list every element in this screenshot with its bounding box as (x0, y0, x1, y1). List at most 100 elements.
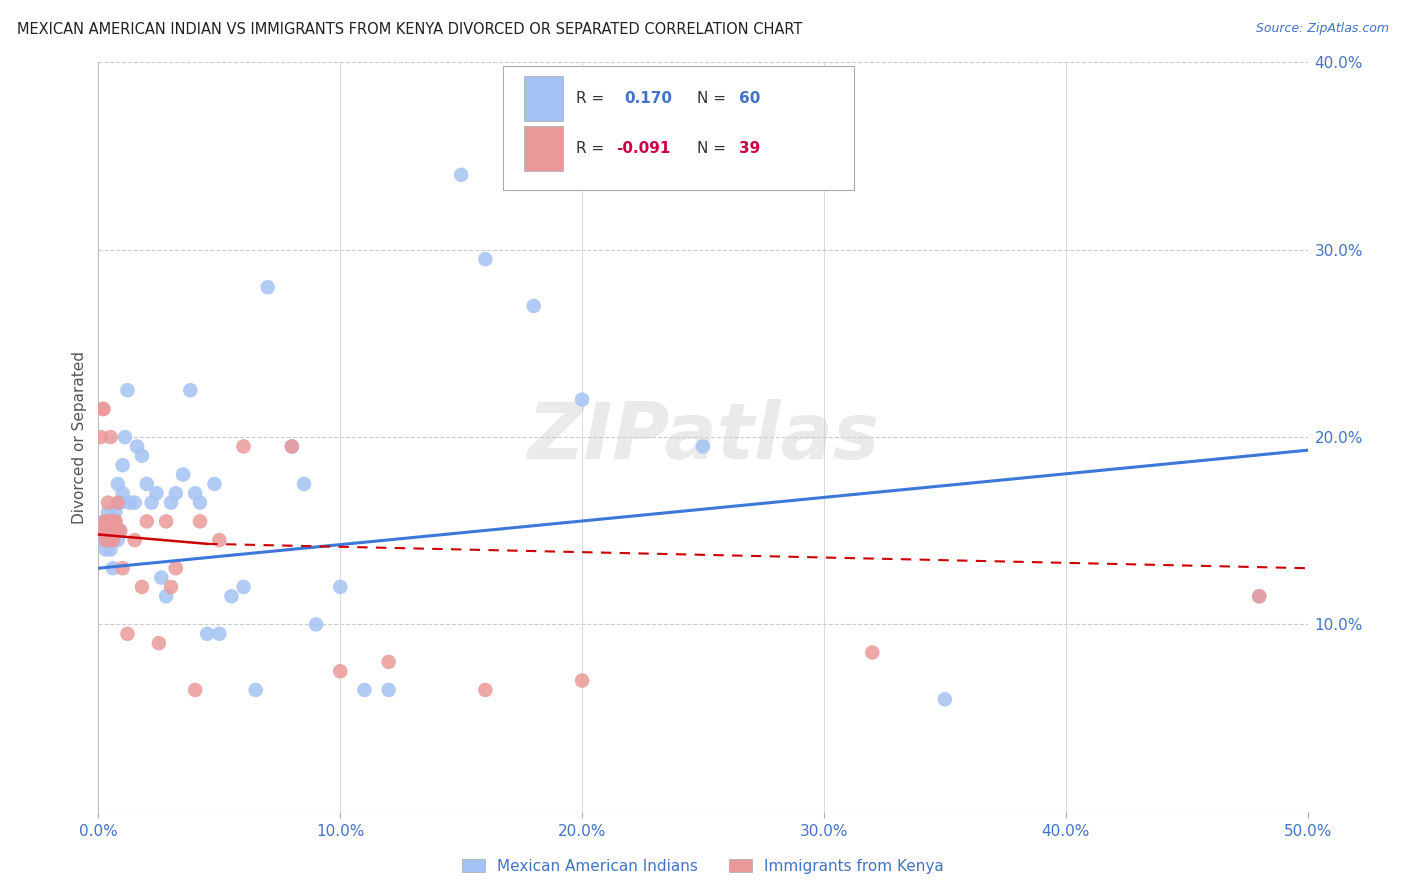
Point (111, 486, 134, 500)
Point (523, 299, 546, 313)
Point (118, 496, 141, 510)
Point (101, 561, 124, 575)
Point (692, 440, 714, 453)
Point (90, 430, 112, 444)
Point (124, 496, 146, 510)
Point (150, 571, 173, 585)
Point (208, 626, 231, 640)
Text: MEXICAN AMERICAN INDIAN VS IMMIGRANTS FROM KENYA DIVORCED OR SEPARATED CORRELATI: MEXICAN AMERICAN INDIAN VS IMMIGRANTS FR… (17, 22, 803, 37)
Point (104, 514, 127, 528)
Point (108, 496, 131, 510)
Point (100, 542, 122, 557)
Point (94, 524, 117, 538)
Point (232, 580, 254, 594)
Point (117, 626, 139, 640)
Point (165, 561, 187, 575)
Point (377, 683, 399, 698)
Point (221, 590, 243, 604)
Point (329, 664, 352, 679)
Point (94, 514, 117, 528)
Point (97, 496, 120, 510)
Point (184, 486, 207, 500)
Text: 0.170: 0.170 (624, 91, 672, 106)
Point (1249, 590, 1271, 604)
Point (329, 580, 352, 594)
Point (114, 430, 136, 444)
Point (353, 683, 375, 698)
Text: ZIPatlas: ZIPatlas (527, 399, 879, 475)
Point (204, 476, 226, 491)
Point (90, 524, 112, 538)
FancyBboxPatch shape (503, 66, 855, 190)
Point (195, 626, 218, 640)
Point (127, 440, 149, 453)
Point (101, 533, 124, 547)
Point (101, 514, 124, 528)
Point (94, 533, 117, 547)
Point (111, 561, 134, 575)
Point (117, 384, 139, 398)
Text: 60: 60 (740, 91, 761, 106)
Point (107, 476, 129, 491)
Point (100, 524, 122, 538)
Point (104, 514, 127, 528)
Point (305, 617, 328, 632)
Point (135, 514, 157, 528)
Text: -0.091: -0.091 (616, 141, 671, 156)
Point (474, 683, 496, 698)
Point (571, 392, 593, 407)
Bar (524, 76, 562, 121)
Point (91, 533, 114, 547)
Y-axis label: Divorced or Separated: Divorced or Separated (72, 351, 87, 524)
Point (450, 168, 472, 182)
Point (148, 636, 170, 650)
Point (256, 280, 278, 294)
Text: R =: R = (576, 91, 609, 106)
Point (184, 683, 207, 698)
Point (179, 384, 201, 398)
Point (232, 440, 254, 453)
Point (208, 533, 231, 547)
Text: R =: R = (576, 141, 609, 156)
Legend: Mexican American Indians, Immigrants from Kenya: Mexican American Indians, Immigrants fro… (456, 853, 950, 880)
Point (131, 449, 153, 463)
Point (91, 514, 114, 528)
Text: 39: 39 (740, 141, 761, 156)
Point (111, 458, 134, 473)
Point (108, 524, 131, 538)
Point (145, 486, 167, 500)
Point (97, 524, 120, 538)
Text: Source: ZipAtlas.com: Source: ZipAtlas.com (1256, 22, 1389, 36)
Point (100, 533, 122, 547)
Point (281, 440, 304, 453)
Text: N =: N = (697, 91, 731, 106)
Point (94, 542, 117, 557)
Point (124, 533, 146, 547)
Bar (524, 126, 562, 171)
Point (108, 524, 131, 538)
Point (94, 514, 117, 528)
Point (107, 524, 129, 538)
Point (97, 505, 120, 519)
Point (160, 580, 183, 594)
Point (160, 496, 183, 510)
Point (104, 505, 127, 519)
Point (172, 467, 194, 482)
Point (188, 514, 211, 528)
Point (131, 580, 153, 594)
Point (97, 514, 120, 528)
Point (155, 590, 177, 604)
Point (934, 692, 956, 706)
Point (292, 476, 315, 491)
Point (860, 646, 883, 660)
Point (571, 673, 593, 688)
Point (97, 533, 120, 547)
Point (135, 476, 157, 491)
Point (91, 401, 114, 416)
Point (141, 496, 163, 510)
Point (100, 430, 122, 444)
Point (100, 514, 122, 528)
Point (155, 514, 177, 528)
Text: N =: N = (697, 141, 731, 156)
Point (377, 655, 399, 669)
